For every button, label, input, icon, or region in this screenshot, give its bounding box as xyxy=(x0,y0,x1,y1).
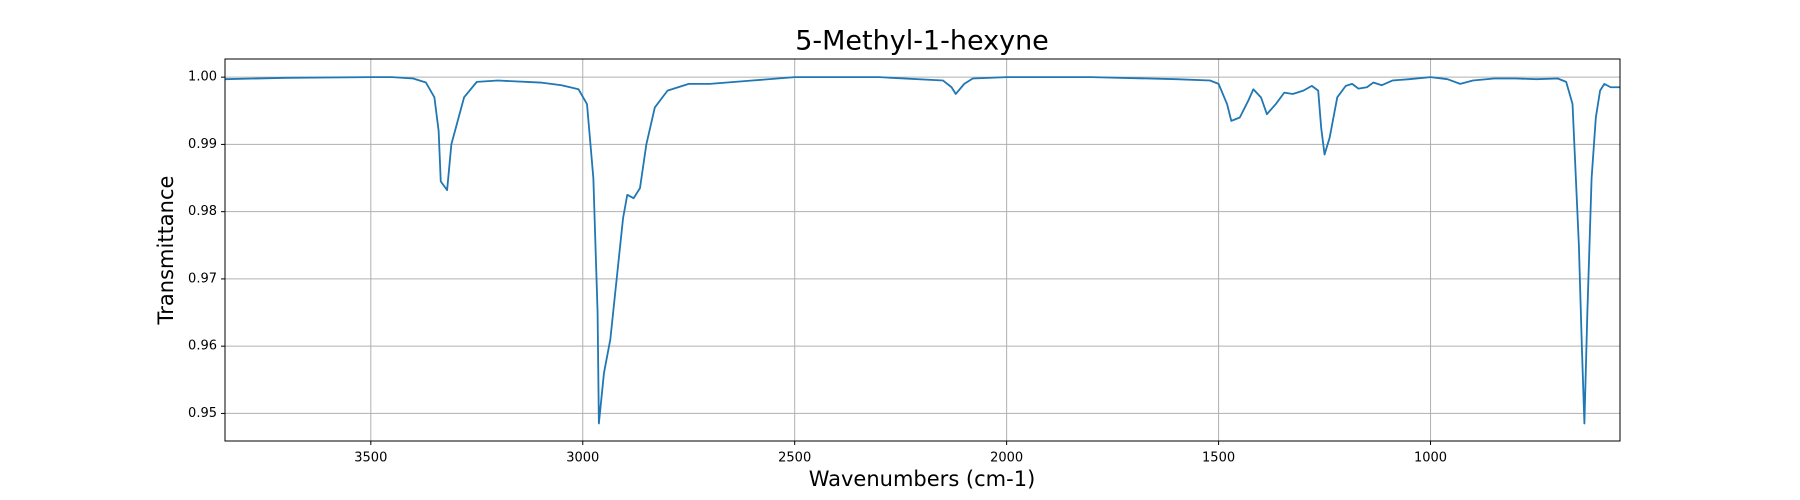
x-tick-label: 1000 xyxy=(1414,451,1447,466)
plot-frame xyxy=(224,58,1621,442)
chart-title: 5-Methyl-1-hexyne xyxy=(795,26,1049,57)
y-tick-label: 0.98 xyxy=(188,204,217,219)
x-tick-label: 2500 xyxy=(778,451,811,466)
x-tick-label: 2000 xyxy=(990,451,1023,466)
x-tick-label: 1500 xyxy=(1202,451,1235,466)
spectrum-line xyxy=(224,76,1620,425)
y-axis-label: Transmittance xyxy=(154,176,178,326)
x-tick-label: 3500 xyxy=(354,451,387,466)
y-tick-label: 0.99 xyxy=(188,137,217,152)
y-tick-label: 0.95 xyxy=(188,406,217,421)
y-tick-label: 0.96 xyxy=(188,339,217,354)
x-tick-label: 3000 xyxy=(566,451,599,466)
y-tick-label: 1.00 xyxy=(188,70,217,85)
x-axis-label: Wavenumbers (cm-1) xyxy=(809,467,1036,491)
y-tick-label: 0.97 xyxy=(188,271,217,286)
